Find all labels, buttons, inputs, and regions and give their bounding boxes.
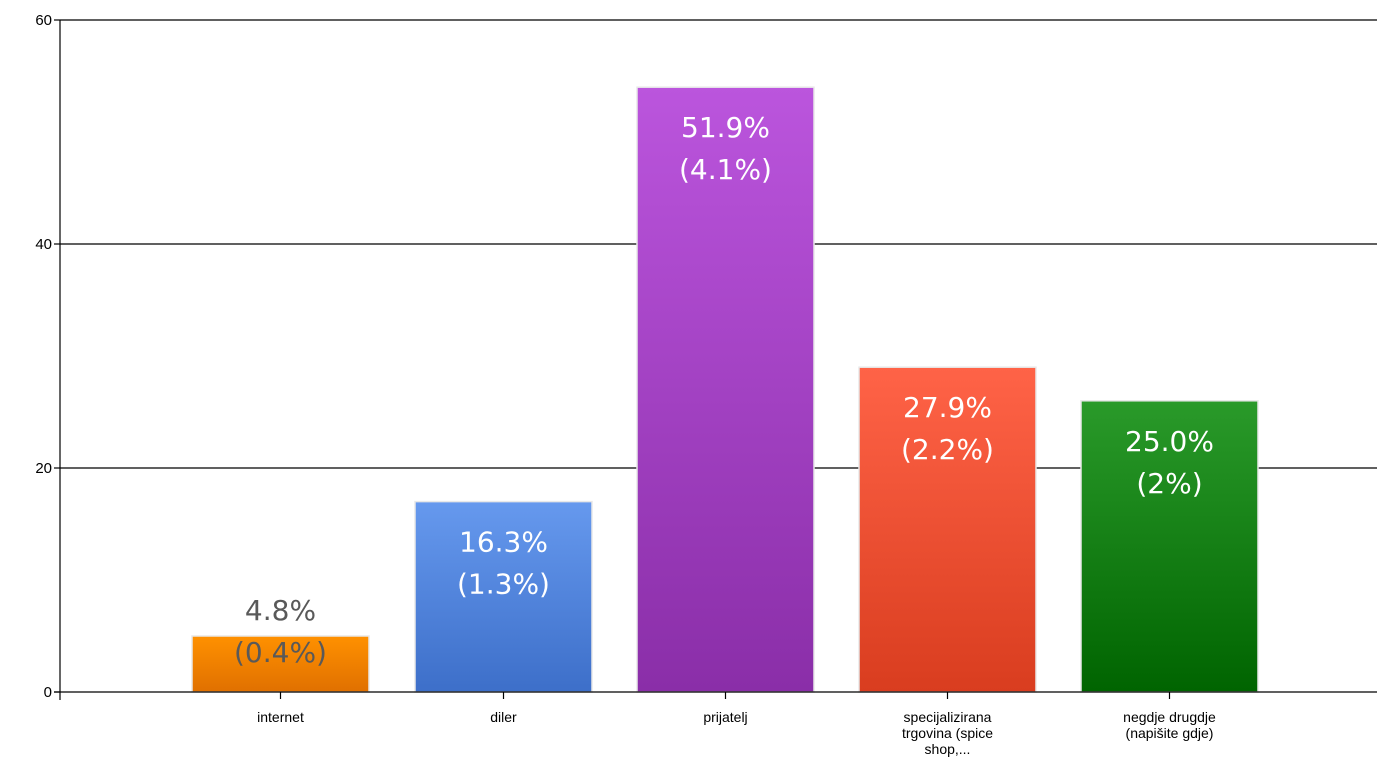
bars bbox=[191, 86, 1259, 693]
x-tick-label: prijatelj bbox=[703, 709, 747, 725]
bar-specijalizirana bbox=[858, 366, 1037, 693]
y-tick-label: 40 bbox=[35, 236, 52, 253]
y-tick-label: 20 bbox=[35, 460, 52, 477]
data-label: (0.4%) bbox=[234, 636, 327, 669]
data-label: (1.3%) bbox=[457, 568, 550, 601]
bar-internet bbox=[191, 635, 370, 693]
data-label: (4.1%) bbox=[679, 153, 772, 186]
y-tick-label: 0 bbox=[44, 684, 52, 701]
data-label: 27.9% bbox=[903, 391, 992, 424]
data-label: 51.9% bbox=[681, 111, 770, 144]
data-label: 16.3% bbox=[459, 526, 548, 559]
x-tick-label: negdje drugdje bbox=[1123, 709, 1216, 725]
x-tick-label: internet bbox=[257, 709, 304, 725]
data-label: (2%) bbox=[1136, 467, 1202, 500]
x-tick-label: trgovina (spice bbox=[902, 725, 993, 741]
bar-diler bbox=[414, 500, 593, 693]
data-label: (2.2%) bbox=[901, 433, 994, 466]
labels: 0 20 40 60 internet diler prijatelj specijalizi… bbox=[35, 12, 1216, 757]
bar-prijatelj bbox=[636, 86, 815, 693]
axes bbox=[54, 19, 1377, 700]
x-tick-label: shop,... bbox=[925, 741, 971, 757]
data-label: 4.8% bbox=[245, 594, 316, 627]
x-tick-label: diler bbox=[490, 709, 517, 725]
x-tick-label: (napišite gdje) bbox=[1126, 725, 1214, 741]
x-tick-label: specijalizirana bbox=[904, 709, 992, 725]
y-tick-label: 60 bbox=[35, 12, 52, 29]
data-label: 25.0% bbox=[1125, 425, 1214, 458]
